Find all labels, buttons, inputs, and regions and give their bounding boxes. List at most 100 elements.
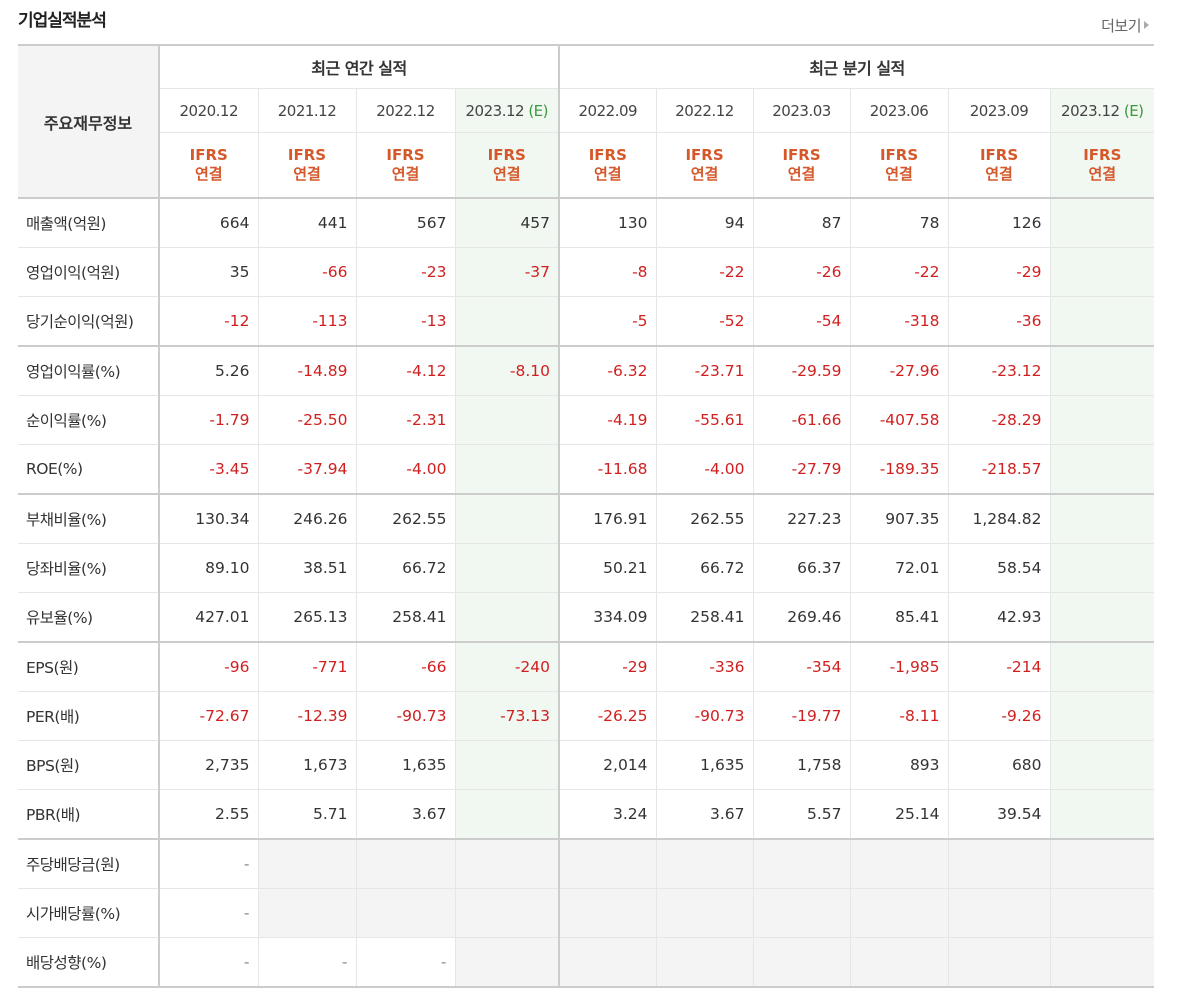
table-cell: [454, 592, 560, 642]
table-cell: [454, 838, 560, 889]
table-cell: 35: [158, 247, 258, 297]
table-cell: -11.68: [558, 444, 657, 494]
table-cell: [1049, 592, 1155, 642]
table-cell: 3.24: [558, 789, 657, 839]
table-cell: 664: [158, 197, 258, 248]
table-cell: [1049, 937, 1155, 988]
ifrs-line1: IFRS: [588, 146, 627, 164]
ifrs-label: IFRS 연결: [454, 132, 560, 198]
table-cell: [1049, 888, 1155, 938]
table-cell: -336: [655, 641, 754, 692]
table-cell: -9.26: [947, 691, 1051, 741]
ifrs-line2: 연결: [391, 165, 420, 183]
row-label: 영업이익(억원): [18, 247, 160, 297]
table-cell: 334.09: [558, 592, 657, 642]
table-cell: 130: [558, 197, 657, 248]
table-cell: -37.94: [257, 444, 356, 494]
table-cell: -12.39: [257, 691, 356, 741]
row-label: 주당배당금(원): [18, 838, 160, 889]
period-label: 2022.12: [675, 101, 734, 120]
ifrs-line1: IFRS: [979, 146, 1019, 164]
table-cell: [454, 296, 560, 346]
row-label: ROE(%): [18, 444, 160, 494]
table-cell: -: [158, 937, 258, 988]
table-cell: [1049, 345, 1155, 396]
table-cell: -27.79: [752, 444, 851, 494]
table-cell: [849, 937, 949, 988]
estimate-mark: (E): [528, 101, 549, 120]
ifrs-line1: IFRS: [879, 146, 919, 164]
ifrs-line1: IFRS: [1083, 146, 1122, 164]
row-header: 주요재무정보: [18, 44, 160, 198]
period-label: 2023.09: [969, 101, 1029, 120]
table-cell: [752, 937, 851, 988]
table-cell: [752, 888, 851, 938]
table-cell: 269.46: [752, 592, 851, 642]
table-cell: [655, 838, 754, 889]
ifrs-line2: 연결: [1088, 165, 1117, 183]
table-cell: -29.59: [752, 345, 851, 396]
table-cell: -113: [257, 296, 356, 346]
period-label: 2021.12: [277, 101, 337, 120]
table-cell: 5.26: [158, 345, 258, 396]
table-cell: 66.72: [355, 543, 455, 593]
table-row: 부채비율(%) 130.34 246.26 262.55 176.91 262.55 227…: [18, 493, 1155, 544]
row-label: 순이익률(%): [18, 395, 160, 445]
table-cell: 66.72: [655, 543, 754, 593]
table-cell: [454, 937, 560, 988]
table-cell: -354: [752, 641, 851, 692]
row-label: 당좌비율(%): [18, 543, 160, 593]
table-cell: -55.61: [655, 395, 754, 445]
table-cell: -214: [947, 641, 1051, 692]
table-cell: [454, 888, 560, 938]
table-cell: -73.13: [454, 691, 560, 741]
row-label: 배당성향(%): [18, 937, 160, 988]
table-cell: 907.35: [849, 493, 949, 544]
table-cell: [454, 493, 560, 544]
table-cell: [454, 444, 560, 494]
period-header: 2023.06: [849, 88, 949, 133]
table-cell: [849, 838, 949, 889]
more-label: 더보기: [1101, 17, 1141, 35]
table-cell: 42.93: [947, 592, 1051, 642]
table-cell: -8: [558, 247, 657, 297]
ifrs-line2: 연결: [787, 165, 816, 183]
table-cell: 680: [947, 740, 1051, 790]
period-label: 2023.03: [772, 101, 831, 120]
period-label: 2022.12: [376, 101, 435, 120]
period-header: 2022.09: [558, 88, 657, 133]
table-cell: 1,673: [257, 740, 356, 790]
period-header: 2021.12: [257, 88, 356, 133]
ifrs-label: IFRS 연결: [558, 132, 657, 198]
table-cell: -12: [158, 296, 258, 346]
table-cell: 38.51: [257, 543, 356, 593]
row-label: 유보율(%): [18, 592, 160, 642]
group-annual: 최근 연간 실적: [158, 44, 560, 89]
chevron-right-icon: [1144, 20, 1149, 29]
row-label: BPS(원): [18, 740, 160, 790]
row-label: 부채비율(%): [18, 493, 160, 544]
table-cell: -28.29: [947, 395, 1051, 445]
ifrs-label: IFRS 연결: [158, 132, 258, 198]
table-cell: -: [257, 937, 356, 988]
table-cell: [1049, 197, 1155, 248]
table-cell: -: [158, 838, 258, 889]
table-cell: -27.96: [849, 345, 949, 396]
table-cell: 246.26: [257, 493, 356, 544]
period-header: 2023.12 (E): [1049, 88, 1155, 133]
more-link[interactable]: 더보기: [1101, 15, 1149, 36]
table-cell: -37: [454, 247, 560, 297]
row-label: EPS(원): [18, 641, 160, 692]
table-row: 배당성향(%) - - -: [18, 937, 1155, 988]
table-cell: 2,014: [558, 740, 657, 790]
table-cell: [1049, 691, 1155, 741]
table-cell: -4.00: [655, 444, 754, 494]
table-cell: -1,985: [849, 641, 949, 692]
table-cell: -1.79: [158, 395, 258, 445]
table-cell: -26.25: [558, 691, 657, 741]
table-cell: [1049, 247, 1155, 297]
row-label: PBR(배): [18, 789, 160, 839]
table-cell: -407.58: [849, 395, 949, 445]
table-cell: -22: [849, 247, 949, 297]
table-cell: 176.91: [558, 493, 657, 544]
